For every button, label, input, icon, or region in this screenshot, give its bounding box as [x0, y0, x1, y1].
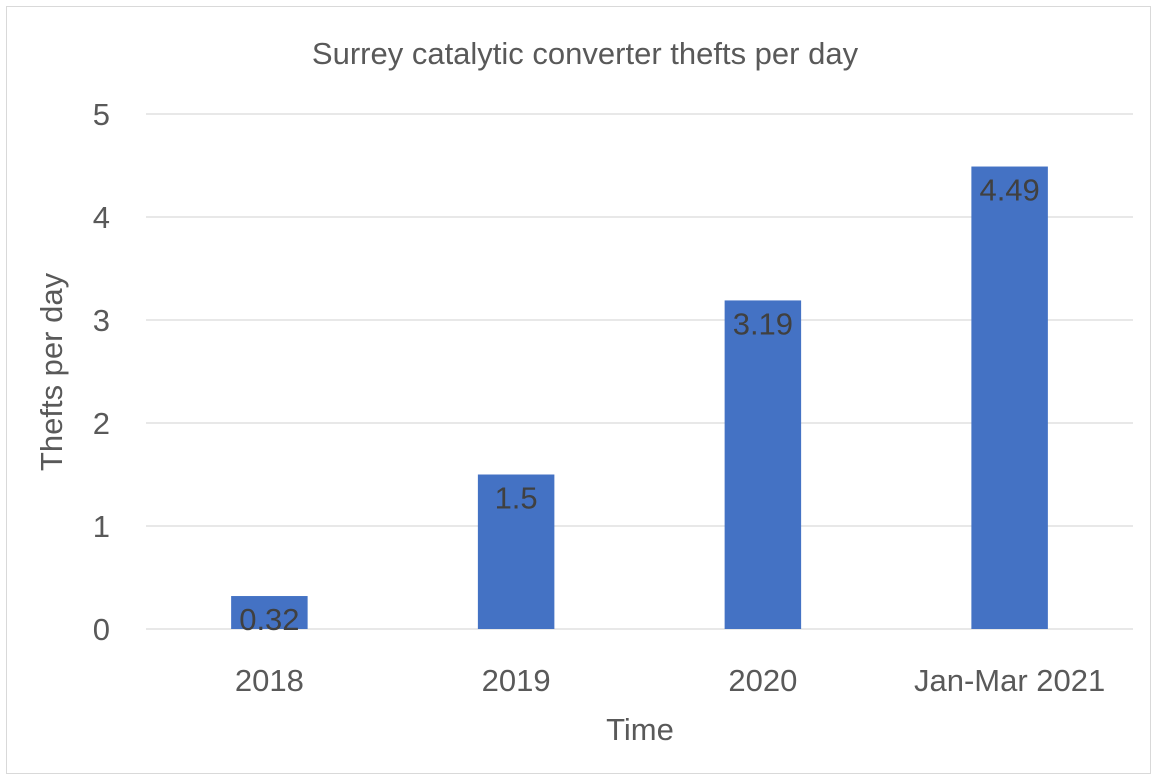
- bar: [971, 166, 1048, 629]
- x-tick-label: 2018: [235, 663, 304, 698]
- data-label: 0.32: [239, 602, 299, 637]
- y-axis-label: Thefts per day: [34, 272, 69, 471]
- y-tick-label: 1: [93, 509, 110, 544]
- data-label: 1.5: [495, 481, 538, 516]
- y-tick-label: 4: [93, 200, 110, 235]
- y-tick-label: 2: [93, 406, 110, 441]
- gridlines: [146, 113, 1133, 630]
- x-axis-ticks: 2018 2019 2020 Jan-Mar 2021: [235, 663, 1105, 698]
- chart-frame: [6, 6, 1151, 774]
- bar: [231, 596, 308, 629]
- x-tick-label: Jan-Mar 2021: [914, 663, 1105, 698]
- bar: [477, 474, 555, 629]
- y-tick-label: 0: [93, 612, 110, 647]
- data-label: 4.49: [979, 173, 1039, 208]
- y-axis-ticks: 0 1 2 3 4 5: [93, 97, 110, 647]
- x-tick-label: 2020: [728, 663, 797, 698]
- data-label: 3.19: [733, 306, 793, 341]
- x-axis-label: Time: [606, 712, 674, 747]
- x-tick-label: 2019: [482, 663, 551, 698]
- chart-title: Surrey catalytic converter thefts per da…: [312, 36, 859, 71]
- y-tick-label: 3: [93, 303, 110, 338]
- bar: [724, 300, 802, 629]
- y-tick-label: 5: [93, 97, 110, 132]
- bars: 0.32 1.5 3.19 4.49: [231, 166, 1048, 637]
